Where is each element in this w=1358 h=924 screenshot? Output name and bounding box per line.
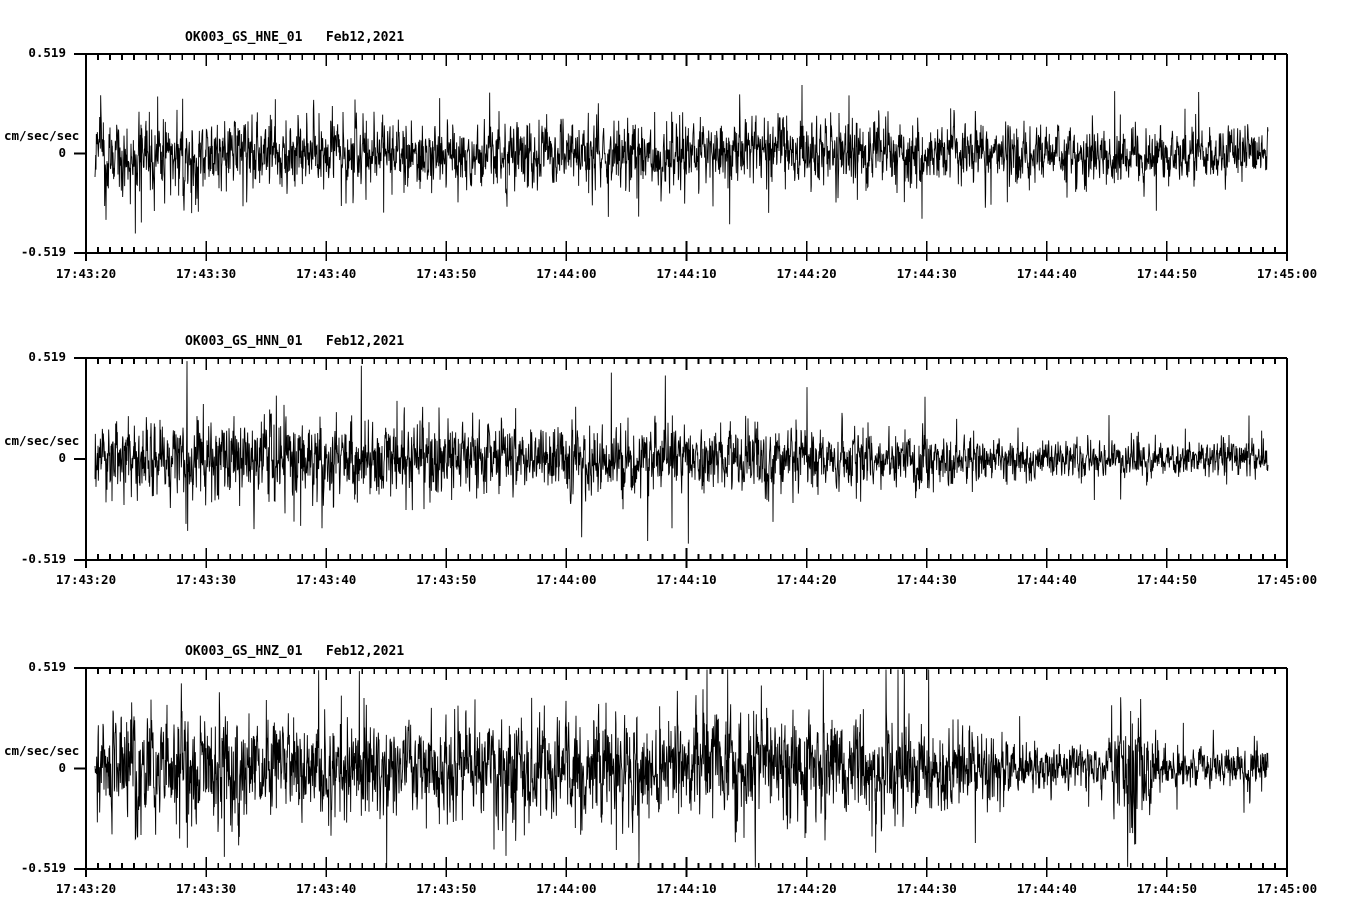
seismogram-panel-hnn: OK003_GS_HNN_01 Feb12,2021 0.519 cm/sec/se… <box>0 304 1358 604</box>
y-axis-unit-label: cm/sec/sec <box>4 433 80 448</box>
plot-frame <box>74 53 1288 261</box>
x-axis-tick-label: 17:44:40 <box>1016 881 1077 896</box>
panel-title-hnn: OK003_GS_HNN_01 Feb12,2021 <box>185 334 405 349</box>
x-axis-tick-label: 17:44:00 <box>536 266 597 281</box>
x-axis-tick-label: 17:45:00 <box>1256 572 1318 587</box>
y-axis-top-label: 0.519 <box>28 659 66 674</box>
x-axis-tick-label: 17:44:10 <box>656 881 717 896</box>
seismogram-panel-hne: OK003_GS_HNE_01 Feb12,2021 0.519 cm/sec/se… <box>0 0 1358 300</box>
y-axis-mid-label: 0 <box>58 450 66 465</box>
x-axis-tick-label: 17:43:20 <box>55 881 117 896</box>
x-axis-tick-label: 17:44:30 <box>896 881 957 896</box>
y-axis-unit-label: cm/sec/sec <box>4 742 80 758</box>
x-axis-tick-label: 17:44:10 <box>656 266 717 281</box>
x-axis-tick-label: 17:44:00 <box>536 881 597 896</box>
seismogram-plot-hnz <box>74 667 1288 877</box>
x-axis-tick-label: 17:44:40 <box>1016 266 1077 281</box>
x-axis-tick-label: 17:43:20 <box>55 572 117 587</box>
y-axis-top-label: 0.519 <box>28 45 66 60</box>
y-axis-bottom-label: -0.519 <box>20 860 66 875</box>
y-axis-mid-label: 0 <box>58 759 66 775</box>
y-axis-mid-label: 0 <box>58 144 66 160</box>
x-axis-tick-label: 17:43:40 <box>296 266 357 281</box>
y-axis-bottom-label: -0.519 <box>20 244 66 259</box>
x-axis-tick-label: 17:44:00 <box>536 572 597 587</box>
x-axis-tick-label: 17:43:40 <box>296 572 357 587</box>
plot-frame <box>74 357 1288 568</box>
x-axis-tick-label: 17:43:50 <box>416 266 477 281</box>
x-axis-tick-label: 17:43:40 <box>296 881 357 896</box>
plot-frame <box>74 667 1288 877</box>
x-axis-tick-label: 17:44:50 <box>1136 881 1197 896</box>
x-axis-tick-label: 17:44:20 <box>776 266 837 281</box>
x-axis-tick-label: 17:44:50 <box>1136 572 1197 587</box>
x-axis-tick-label: 17:44:30 <box>896 266 957 281</box>
seismogram-plot-hne <box>74 53 1288 261</box>
seismogram-panel-hnz: OK003_GS_HNZ_01 Feb12,2021 0.519 cm/sec/se… <box>0 614 1358 924</box>
panel-title-hne: OK003_GS_HNE_01 Feb12,2021 <box>185 30 405 45</box>
panel-title-hnz: OK003_GS_HNZ_01 Feb12,2021 <box>185 644 405 659</box>
x-axis-tick-label: 17:44:40 <box>1016 572 1077 587</box>
seismogram-plot-hnn <box>74 357 1288 568</box>
x-axis-tick-label: 17:43:30 <box>175 572 237 587</box>
x-axis-tick-label: 17:43:50 <box>416 881 477 896</box>
y-axis-top-label: 0.519 <box>28 349 66 364</box>
x-axis-tick-label: 17:44:20 <box>776 572 837 587</box>
waveform-trace-hnn <box>94 361 1269 544</box>
waveform-trace-hne <box>94 84 1269 234</box>
x-axis-tick-label: 17:45:00 <box>1256 266 1318 281</box>
y-axis-unit-label: cm/sec/sec <box>4 127 80 143</box>
y-axis-bottom-label: -0.519 <box>20 551 66 566</box>
x-axis-tick-label: 17:45:00 <box>1256 881 1318 896</box>
x-axis-tick-label: 17:43:50 <box>416 572 477 587</box>
waveform-trace-hnz <box>94 669 1269 868</box>
x-axis-tick-label: 17:44:50 <box>1136 266 1197 281</box>
x-axis-tick-label: 17:43:30 <box>175 266 237 281</box>
x-axis-tick-label: 17:43:30 <box>175 881 237 896</box>
x-axis-tick-label: 17:44:20 <box>776 881 837 896</box>
x-axis-tick-label: 17:43:20 <box>55 266 117 281</box>
x-axis-tick-label: 17:44:10 <box>656 572 717 587</box>
x-axis-tick-label: 17:44:30 <box>896 572 957 587</box>
